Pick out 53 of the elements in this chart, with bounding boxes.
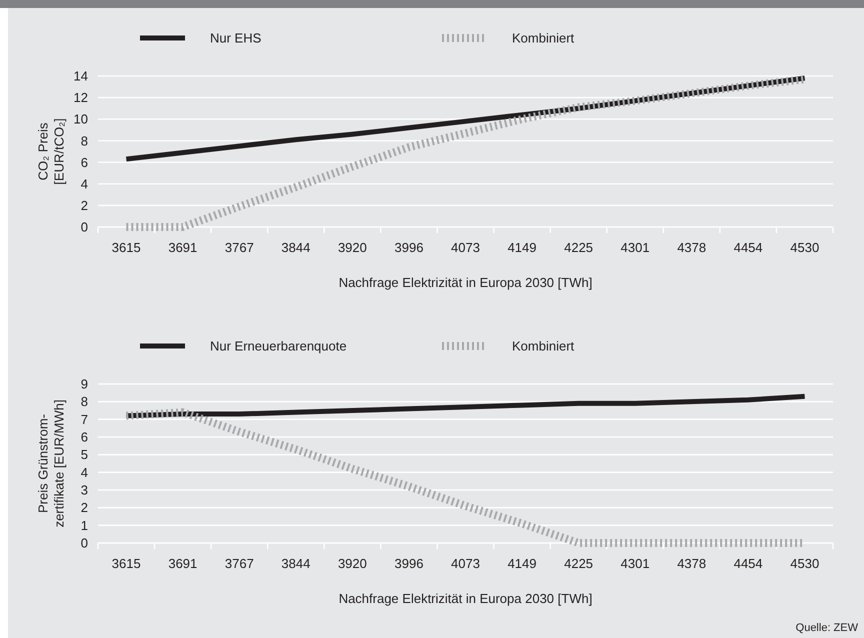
legend-label: Nur Erneuerbarenquote [210, 338, 347, 354]
x-tick-label: 4454 [734, 556, 763, 571]
y-tick-label: 6 [80, 430, 88, 445]
y-tick-label: 8 [80, 394, 88, 410]
y-tick-label: 4 [80, 176, 88, 192]
y-tick-label: 4 [80, 464, 88, 480]
x-axis-title: Nachfrage Elektrizität in Europa 2030 [TWh] [338, 275, 592, 290]
x-tick-label: 4149 [508, 240, 536, 255]
y-tick-label: 12 [74, 90, 88, 106]
x-tick-label: 4073 [451, 556, 480, 571]
y-tick-label: 2 [80, 500, 88, 516]
legend-label: Nur EHS [210, 30, 262, 46]
x-tick-label: 4149 [508, 556, 536, 571]
y-tick-label: 10 [74, 112, 88, 127]
x-axis-title: Nachfrage Elektrizität in Europa 2030 [TWh] [338, 591, 592, 606]
x-tick-label: 4530 [790, 240, 820, 255]
x-tick-label: 4454 [734, 240, 763, 255]
y-axis-title: Preis Grünstrom-zertifikate [EUR/MWh] [35, 400, 67, 528]
y-tick-label: 9 [80, 376, 88, 392]
x-tick-label: 3996 [394, 240, 424, 255]
y-tick-label: 0 [80, 536, 88, 551]
x-tick-label: 3844 [281, 556, 310, 571]
x-tick-label: 3767 [224, 240, 254, 255]
y-tick-label: 3 [80, 482, 88, 498]
y-tick-label: 1 [80, 518, 88, 533]
x-tick-label: 3920 [338, 240, 367, 255]
y-axis-title: CO₂ Preis [EUR/tCO₂] [35, 118, 67, 185]
y-tick-label: 7 [80, 412, 88, 427]
y-tick-label: 14 [74, 68, 88, 84]
x-tick-label: 4225 [564, 556, 594, 571]
x-tick-label: 3691 [168, 556, 198, 571]
x-tick-label: 4301 [620, 240, 650, 255]
y-tick-label: 6 [80, 154, 88, 170]
x-tick-label: 3920 [338, 556, 367, 571]
y-tick-label: 8 [80, 133, 88, 148]
x-tick-label: 3996 [394, 556, 424, 571]
x-tick-label: 4378 [677, 240, 706, 255]
x-tick-label: 4530 [790, 556, 820, 571]
legend-label: Kombiniert [512, 30, 575, 46]
x-tick-label: 4073 [451, 240, 480, 255]
source-note: Quelle: ZEW [796, 622, 859, 634]
y-tick-label: 5 [80, 447, 88, 462]
x-tick-label: 4378 [677, 556, 706, 571]
x-tick-label: 3844 [281, 240, 310, 255]
y-tick-label: 2 [80, 198, 88, 213]
x-tick-label: 3615 [112, 240, 141, 255]
x-tick-label: 3691 [168, 240, 198, 255]
legend-label: Kombiniert [512, 338, 575, 354]
y-tick-label: 0 [80, 220, 88, 235]
x-tick-label: 4301 [620, 556, 650, 571]
x-tick-label: 4225 [564, 240, 594, 255]
x-tick-label: 3615 [112, 556, 141, 571]
x-tick-label: 3767 [224, 556, 254, 571]
